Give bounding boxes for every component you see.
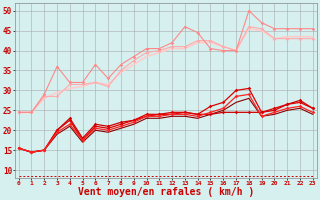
X-axis label: Vent moyen/en rafales ( km/h ): Vent moyen/en rafales ( km/h ) <box>77 187 254 197</box>
